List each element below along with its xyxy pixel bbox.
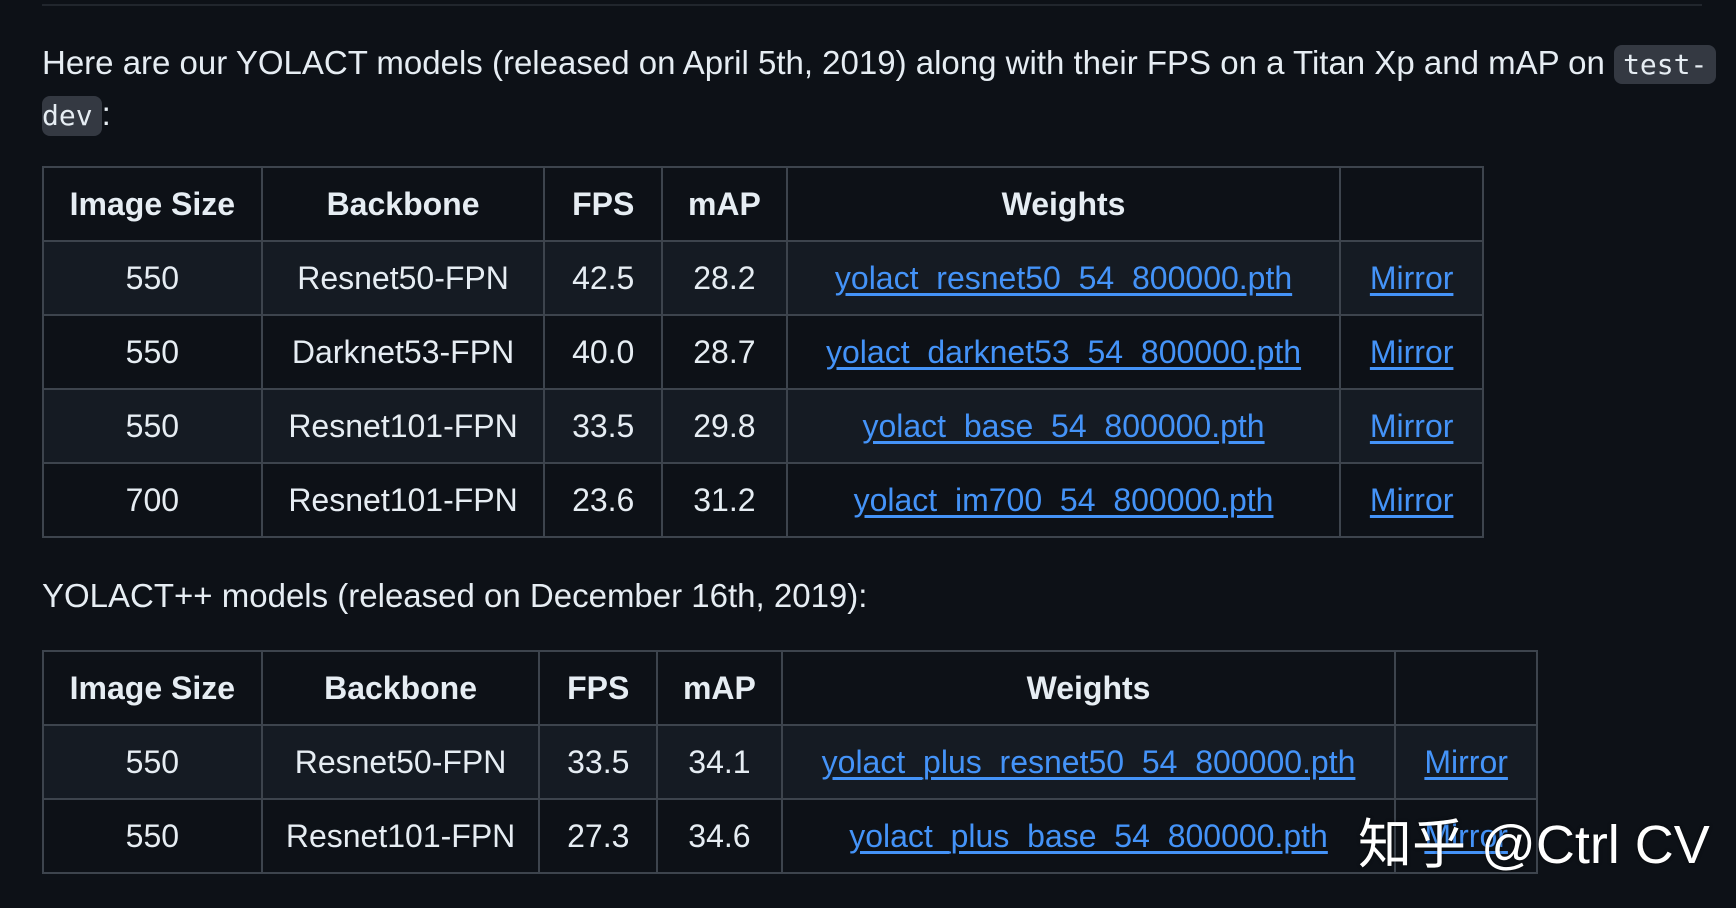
header-fps: FPS	[538, 650, 659, 726]
cell-weights: yolact_base_54_800000.pth	[785, 388, 1342, 464]
mirror-link[interactable]: Mirror	[1424, 743, 1508, 780]
cell-weights: yolact_resnet50_54_800000.pth	[785, 240, 1342, 316]
cell-mirror: Mirror	[1339, 388, 1484, 464]
cell-weights: yolact_darknet53_54_800000.pth	[785, 314, 1342, 390]
cell-map: 34.6	[656, 798, 783, 874]
cell-map: 28.2	[661, 240, 788, 316]
cell-weights: yolact_im700_54_800000.pth	[785, 462, 1342, 538]
yolactpp-intro: YOLACT++ models (released on December 16…	[42, 577, 868, 614]
cell-backbone: Resnet50-FPN	[260, 724, 541, 800]
table-header-row: Image Size Backbone FPS mAP Weights	[42, 166, 1484, 242]
cell-mirror: Mirror	[1339, 314, 1484, 390]
zhihu-watermark: 知乎 @Ctrl CV	[1358, 815, 1710, 875]
weights-link[interactable]: yolact_plus_base_54_800000.pth	[849, 817, 1328, 854]
cell-backbone: Resnet101-FPN	[260, 462, 546, 538]
cell-image-size: 550	[42, 798, 263, 874]
cell-weights: yolact_plus_base_54_800000.pth	[780, 798, 1397, 874]
header-map: mAP	[661, 166, 788, 242]
weights-link[interactable]: yolact_darknet53_54_800000.pth	[825, 333, 1302, 370]
cell-image-size: 550	[42, 240, 263, 316]
cell-map: 29.8	[661, 388, 788, 464]
cell-fps: 33.5	[543, 388, 664, 464]
table-row: 550 Resnet50-FPN 42.5 28.2 yolact_resnet…	[42, 240, 1484, 316]
inline-code-continued: dev	[42, 96, 102, 136]
cell-image-size: 550	[42, 388, 263, 464]
cell-image-size: 700	[42, 462, 263, 538]
mirror-link[interactable]: Mirror	[1369, 333, 1454, 370]
table-row: 550 Resnet101-FPN 27.3 34.6 yolact_plus_…	[42, 798, 1538, 874]
header-map: mAP	[656, 650, 783, 726]
yolact-models-table: Image Size Backbone FPS mAP Weights 550 …	[42, 166, 1484, 538]
section-divider	[42, 4, 1702, 6]
header-backbone: Backbone	[260, 650, 541, 726]
header-image-size: Image Size	[42, 166, 263, 242]
table-row: 550 Darknet53-FPN 40.0 28.7 yolact_darkn…	[42, 314, 1484, 390]
cell-image-size: 550	[42, 314, 263, 390]
header-fps: FPS	[543, 166, 664, 242]
mirror-link[interactable]: Mirror	[1369, 259, 1454, 296]
table-header-row: Image Size Backbone FPS mAP Weights	[42, 650, 1538, 726]
cell-map: 34.1	[656, 724, 783, 800]
cell-weights: yolact_plus_resnet50_54_800000.pth	[780, 724, 1397, 800]
cell-fps: 42.5	[543, 240, 664, 316]
intro-paragraph: Here are our YOLACT models (released on …	[42, 38, 1717, 138]
cell-map: 31.2	[661, 462, 788, 538]
header-image-size: Image Size	[42, 650, 263, 726]
cell-map: 28.7	[661, 314, 788, 390]
table-row: 550 Resnet50-FPN 33.5 34.1 yolact_plus_r…	[42, 724, 1538, 800]
cell-backbone: Resnet101-FPN	[260, 388, 546, 464]
cell-fps: 33.5	[538, 724, 659, 800]
cell-backbone: Resnet50-FPN	[260, 240, 546, 316]
cell-backbone: Darknet53-FPN	[260, 314, 546, 390]
header-weights: Weights	[785, 166, 1342, 242]
header-mirror	[1394, 650, 1538, 726]
weights-link[interactable]: yolact_im700_54_800000.pth	[853, 481, 1274, 518]
cell-mirror: Mirror	[1394, 724, 1538, 800]
weights-link[interactable]: yolact_resnet50_54_800000.pth	[834, 259, 1293, 296]
cell-fps: 23.6	[543, 462, 664, 538]
header-weights: Weights	[780, 650, 1397, 726]
header-mirror	[1339, 166, 1484, 242]
cell-image-size: 550	[42, 724, 263, 800]
table-row: 550 Resnet101-FPN 33.5 29.8 yolact_base_…	[42, 388, 1484, 464]
weights-link[interactable]: yolact_plus_resnet50_54_800000.pth	[821, 743, 1356, 780]
inline-code-test-dev: test-	[1614, 45, 1717, 84]
cell-fps: 40.0	[543, 314, 664, 390]
yolactpp-models-table: Image Size Backbone FPS mAP Weights 550 …	[42, 650, 1538, 874]
header-backbone: Backbone	[260, 166, 546, 242]
intro-trailing: :	[101, 95, 111, 132]
weights-link[interactable]: yolact_base_54_800000.pth	[862, 407, 1265, 444]
mirror-link[interactable]: Mirror	[1369, 481, 1454, 518]
intro-text: Here are our YOLACT models (released on …	[42, 44, 1605, 81]
cell-fps: 27.3	[538, 798, 659, 874]
cell-mirror: Mirror	[1339, 240, 1484, 316]
cell-mirror: Mirror	[1339, 462, 1484, 538]
mirror-link[interactable]: Mirror	[1369, 407, 1454, 444]
table-row: 700 Resnet101-FPN 23.6 31.2 yolact_im700…	[42, 462, 1484, 538]
cell-mirror: Mirror	[1394, 798, 1538, 874]
mirror-link[interactable]: Mirror	[1424, 817, 1508, 854]
cell-backbone: Resnet101-FPN	[260, 798, 541, 874]
